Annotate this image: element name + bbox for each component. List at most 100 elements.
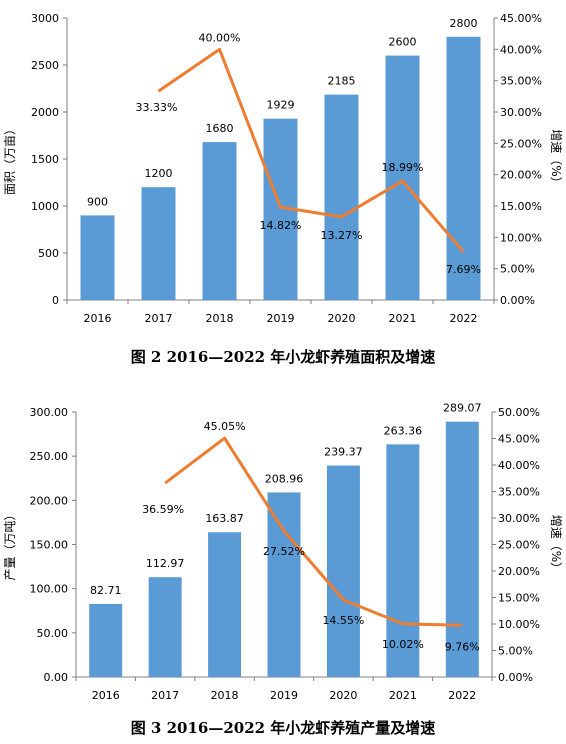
bar: [446, 36, 481, 301]
right-tick-label: 20.00%: [500, 169, 542, 182]
bar-value-label: 1200: [145, 167, 173, 180]
right-tick-label: 25.00%: [500, 137, 542, 150]
growth-value-label: 14.55%: [322, 614, 364, 627]
growth-value-label: 13.27%: [321, 229, 363, 242]
y2-axis-title: 增速（%）: [549, 129, 563, 188]
left-tick-label: 300.00: [30, 406, 69, 419]
bar-value-label: 1680: [206, 122, 234, 135]
left-tick-label: 250.00: [30, 450, 69, 463]
growth-value-label: 33.33%: [136, 101, 178, 114]
right-tick-label: 0.00%: [498, 671, 533, 684]
growth-line: [164, 436, 463, 627]
area-chart-figure: 0 500 1000 1500 2000 2500 3000 0.00% 5.00% 10.00%…: [0, 0, 566, 330]
x-tick-label: 2021: [389, 689, 417, 702]
x-tick-label: 2018: [206, 312, 234, 325]
y2-axis-title: 增速（%）: [549, 515, 563, 574]
bar-value-label: 2600: [389, 36, 417, 49]
right-tick-label: 30.00%: [500, 106, 542, 119]
x-tick-label: 2018: [211, 689, 239, 702]
growth-value-label: 18.99%: [382, 161, 424, 174]
growth-value-label: 14.82%: [260, 219, 302, 232]
x-tick-label: 2022: [448, 689, 476, 702]
right-tick-label: 35.00%: [498, 486, 540, 499]
growth-value-label: 36.59%: [142, 503, 184, 516]
right-tick-label: 45.00%: [498, 433, 540, 446]
right-tick-label: 40.00%: [498, 459, 540, 472]
growth-line: [157, 47, 465, 253]
bar-value-label: 2800: [450, 17, 478, 30]
right-tick-label: 25.00%: [498, 539, 540, 552]
right-tick-label: 40.00%: [500, 43, 542, 56]
x-tick-label: 2022: [450, 312, 478, 325]
bar-value-label: 112.97: [146, 557, 185, 570]
left-tick-label: 150.00: [30, 539, 69, 552]
left-tick-label: 3000: [31, 12, 59, 25]
bar: [385, 55, 420, 300]
right-tick-label: 15.00%: [498, 592, 540, 605]
right-tick-label: 10.00%: [498, 618, 540, 631]
bar: [324, 94, 359, 300]
left-tick-label: 0: [52, 294, 59, 307]
left-tick-label: 200.00: [30, 494, 69, 507]
right-tick-label: 35.00%: [500, 75, 542, 88]
bar-value-label: 289.07: [443, 402, 482, 415]
x-tick-label: 2016: [92, 689, 120, 702]
right-tick-label: 45.00%: [500, 12, 542, 25]
bar-value-label: 2185: [328, 75, 356, 88]
left-tick-label: 2500: [31, 59, 59, 72]
growth-value-label: 7.69%: [446, 263, 481, 276]
right-tick-label: 30.00%: [498, 512, 540, 525]
x-tick-label: 2020: [329, 689, 357, 702]
right-tick-label: 5.00%: [498, 645, 533, 658]
left-tick-label: 1500: [31, 153, 59, 166]
growth-value-label: 40.00%: [199, 31, 241, 44]
left-tick-label: 500: [38, 247, 59, 260]
x-tick-label: 2021: [389, 312, 417, 325]
bar-value-label: 1929: [267, 99, 295, 112]
x-tick-label: 2019: [267, 312, 295, 325]
bar: [445, 421, 479, 677]
left-tick-label: 0.00: [44, 671, 69, 684]
output-chart-caption: 图 3 2016—2022 年小龙虾养殖产量及增速: [130, 719, 436, 737]
x-tick-label: 2016: [84, 312, 112, 325]
growth-value-label: 9.76%: [445, 640, 480, 653]
right-tick-label: 50.00%: [498, 406, 540, 419]
left-tick-label: 2000: [31, 106, 59, 119]
x-tick-label: 2017: [145, 312, 173, 325]
area-chart: 0 500 1000 1500 2000 2500 3000 0.00% 5.00% 10.00%…: [2, 12, 563, 325]
bar: [208, 532, 242, 677]
left-tick-label: 100.00: [30, 583, 69, 596]
right-tick-label: 10.00%: [500, 231, 542, 244]
bar-value-label: 82.71: [90, 584, 122, 597]
bar: [141, 187, 176, 300]
bar-value-label: 900: [87, 195, 108, 208]
bar: [89, 603, 123, 677]
right-tick-label: 15.00%: [500, 200, 542, 213]
bar-value-label: 208.96: [265, 472, 304, 485]
area-chart-caption: 图 2 2016—2022 年小龙虾养殖面积及增速: [130, 348, 436, 366]
y-axis-title: 产量（万吨）: [3, 508, 17, 580]
bar: [148, 577, 182, 677]
bar: [80, 215, 115, 300]
bar: [202, 142, 237, 300]
x-tick-label: 2019: [270, 689, 298, 702]
x-tick-label: 2017: [151, 689, 179, 702]
right-tick-label: 5.00%: [500, 263, 535, 276]
growth-value-label: 10.02%: [382, 638, 424, 651]
growth-value-label: 27.52%: [263, 545, 305, 558]
output-chart: 0.00 50.00 100.00 150.00 200.00 250.00 300.00 0…: [3, 402, 563, 702]
x-tick-label: 2020: [328, 312, 356, 325]
left-tick-label: 50.00: [37, 627, 69, 640]
bar-value-label: 163.87: [205, 512, 244, 525]
right-tick-label: 20.00%: [498, 565, 540, 578]
output-chart-figure: 0.00 50.00 100.00 150.00 200.00 250.00 300.00 0…: [0, 395, 566, 708]
y-axis-title: 面积（万亩）: [2, 123, 17, 195]
bar: [267, 492, 301, 677]
right-tick-label: 0.00%: [500, 294, 535, 307]
bar-value-label: 239.37: [324, 446, 363, 459]
growth-value-label: 45.05%: [204, 420, 246, 433]
bar: [326, 465, 360, 677]
bar-value-label: 263.36: [384, 424, 423, 437]
left-tick-label: 1000: [31, 200, 59, 213]
bar: [386, 444, 420, 677]
